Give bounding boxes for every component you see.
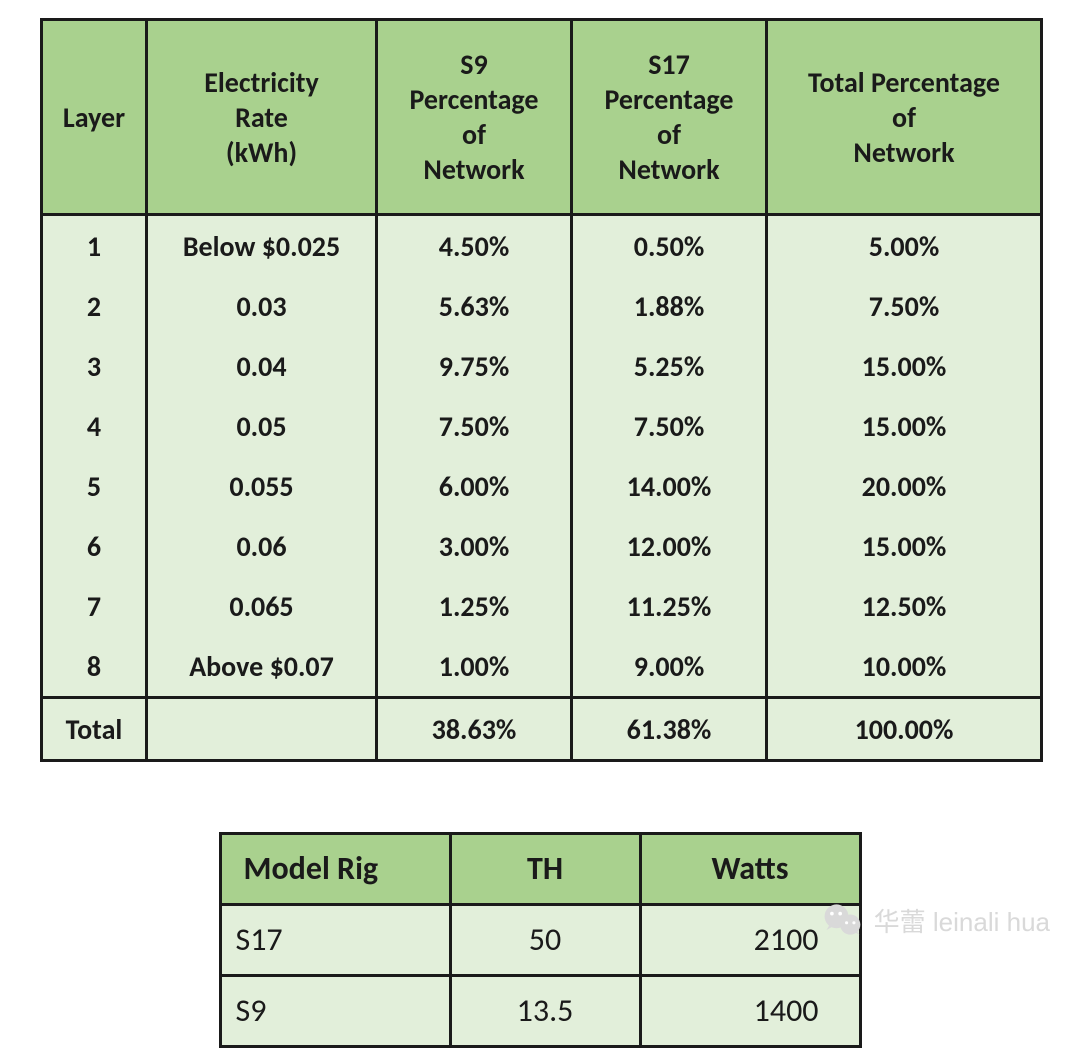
cell-s9: 4.50% (377, 215, 572, 277)
cell-rate (147, 698, 377, 761)
cell-total: 15.00% (767, 516, 1042, 576)
cell-layer: 5 (42, 456, 147, 516)
cell-rate: 0.06 (147, 516, 377, 576)
cell-total: 15.00% (767, 396, 1042, 456)
col-header-layer: Layer (42, 20, 147, 215)
cell-s9: 38.63% (377, 698, 572, 761)
cell-layer: 7 (42, 576, 147, 636)
cell-total: 12.50% (767, 576, 1042, 636)
cell-rate: 0.065 (147, 576, 377, 636)
cell-s9: 6.00% (377, 456, 572, 516)
network-percentage-table: Layer ElectricityRate(kWh) S9Percentageo… (40, 18, 1043, 762)
cell-model: S9 (220, 976, 450, 1047)
col-header-watts: Watts (640, 834, 860, 905)
col-header-s9: S9PercentageofNetwork (377, 20, 572, 215)
table-row: 5 0.055 6.00% 14.00% 20.00% (42, 456, 1042, 516)
table-row: 6 0.06 3.00% 12.00% 15.00% (42, 516, 1042, 576)
cell-rate: 0.05 (147, 396, 377, 456)
table-row: 2 0.03 5.63% 1.88% 7.50% (42, 276, 1042, 336)
cell-layer: 6 (42, 516, 147, 576)
cell-s9: 7.50% (377, 396, 572, 456)
cell-layer: 2 (42, 276, 147, 336)
table-row: 4 0.05 7.50% 7.50% 15.00% (42, 396, 1042, 456)
cell-s17: 5.25% (572, 336, 767, 396)
rig-table-wrap: Model Rig TH Watts S17 50 2100 S9 13.5 1… (40, 832, 1040, 1048)
cell-s9: 3.00% (377, 516, 572, 576)
cell-s17: 61.38% (572, 698, 767, 761)
cell-total: 100.00% (767, 698, 1042, 761)
table-row: 3 0.04 9.75% 5.25% 15.00% (42, 336, 1042, 396)
cell-s17: 11.25% (572, 576, 767, 636)
col-header-rate: ElectricityRate(kWh) (147, 20, 377, 215)
cell-s17: 14.00% (572, 456, 767, 516)
cell-th: 50 (450, 905, 640, 976)
cell-watts: 2100 (640, 905, 860, 976)
cell-layer: 8 (42, 636, 147, 698)
table-row: 1 Below $0.025 4.50% 0.50% 5.00% (42, 215, 1042, 277)
cell-rate: 0.055 (147, 456, 377, 516)
cell-s17: 7.50% (572, 396, 767, 456)
cell-s17: 12.00% (572, 516, 767, 576)
cell-total: 7.50% (767, 276, 1042, 336)
table-header-row: Layer ElectricityRate(kWh) S9Percentageo… (42, 20, 1042, 215)
table-total-row: Total 38.63% 61.38% 100.00% (42, 698, 1042, 761)
cell-s9: 1.00% (377, 636, 572, 698)
col-header-s17: S17PercentageofNetwork (572, 20, 767, 215)
cell-rate: 0.03 (147, 276, 377, 336)
cell-layer: 4 (42, 396, 147, 456)
page: Layer ElectricityRate(kWh) S9Percentageo… (0, 0, 1080, 990)
table-row: S17 50 2100 (220, 905, 860, 976)
col-header-th: TH (450, 834, 640, 905)
cell-total: 5.00% (767, 215, 1042, 277)
cell-s9: 1.25% (377, 576, 572, 636)
col-header-total: Total PercentageofNetwork (767, 20, 1042, 215)
cell-rate: Above $0.07 (147, 636, 377, 698)
table-header-row: Model Rig TH Watts (220, 834, 860, 905)
table-row: 8 Above $0.07 1.00% 9.00% 10.00% (42, 636, 1042, 698)
table-row: S9 13.5 1400 (220, 976, 860, 1047)
cell-layer: Total (42, 698, 147, 761)
cell-layer: 3 (42, 336, 147, 396)
cell-th: 13.5 (450, 976, 640, 1047)
cell-model: S17 (220, 905, 450, 976)
cell-s17: 9.00% (572, 636, 767, 698)
model-rig-table: Model Rig TH Watts S17 50 2100 S9 13.5 1… (219, 832, 862, 1048)
cell-layer: 1 (42, 215, 147, 277)
cell-s17: 1.88% (572, 276, 767, 336)
table-row: 7 0.065 1.25% 11.25% 12.50% (42, 576, 1042, 636)
cell-watts: 1400 (640, 976, 860, 1047)
cell-s9: 5.63% (377, 276, 572, 336)
cell-total: 20.00% (767, 456, 1042, 516)
cell-rate: 0.04 (147, 336, 377, 396)
cell-s17: 0.50% (572, 215, 767, 277)
cell-total: 10.00% (767, 636, 1042, 698)
cell-rate: Below $0.025 (147, 215, 377, 277)
col-header-model: Model Rig (220, 834, 450, 905)
cell-total: 15.00% (767, 336, 1042, 396)
cell-s9: 9.75% (377, 336, 572, 396)
